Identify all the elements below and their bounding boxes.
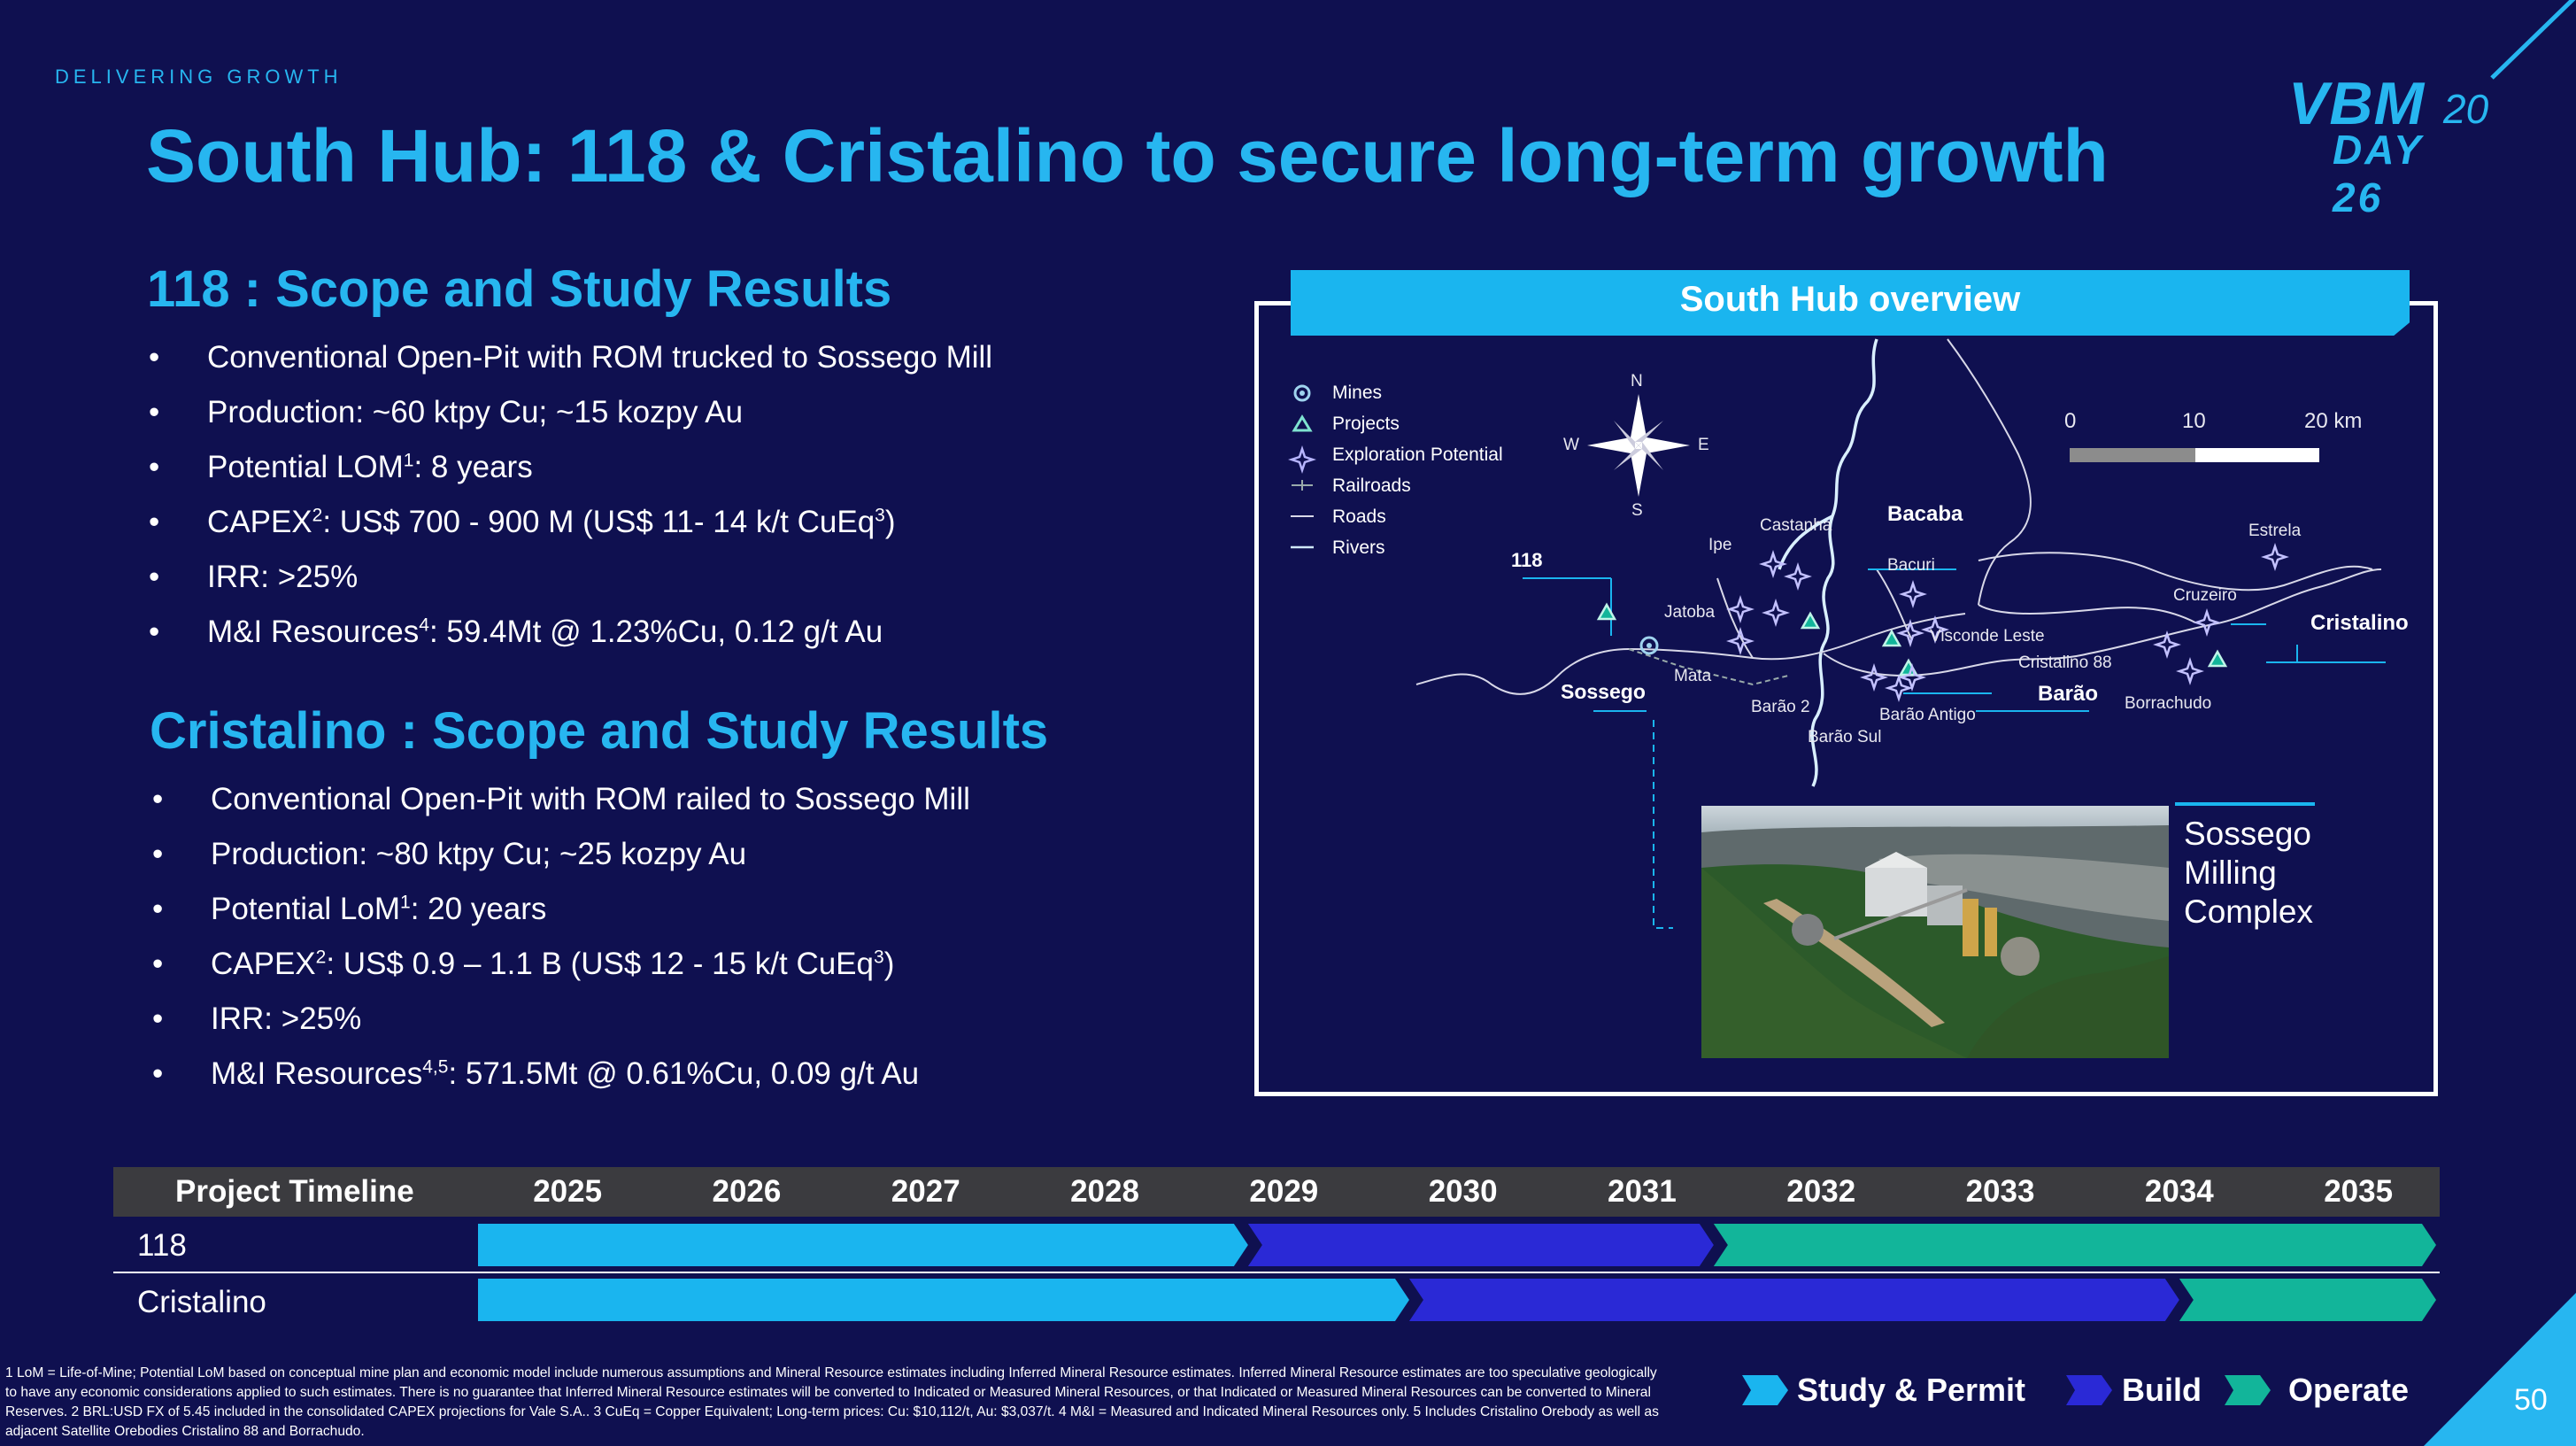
bullet-item: • M&I Resources4,5: 571.5Mt @ 0.61%Cu, 0.… xyxy=(152,1056,920,1091)
page-title: South Hub: 118 & Cristalino to secure lo… xyxy=(146,114,2109,197)
overview-banner xyxy=(1291,270,2410,336)
bullet-item: • IRR: >25% xyxy=(152,1001,362,1036)
timeline-year-2032: 2032 xyxy=(1786,1174,1856,1209)
place-sossego: Sossego xyxy=(1561,680,1646,703)
logo-vbm-text: VBM xyxy=(2288,70,2426,137)
timeline-bar-118-build xyxy=(1247,1224,1714,1266)
map-railroad xyxy=(1628,648,1789,686)
compass-w: W xyxy=(1563,436,1579,454)
compass-s: S xyxy=(1631,501,1643,520)
bullet-item: • Potential LoM1: 20 years xyxy=(152,892,547,926)
bullet-item: • Production: ~80 ktpy Cu; ~25 kozpy Au xyxy=(152,837,747,871)
compass-e: E xyxy=(1698,436,1709,454)
key-build-swatch xyxy=(2066,1375,2112,1405)
map-roads xyxy=(1415,338,2382,695)
map-rivers xyxy=(1778,338,1878,787)
timeline-year-2033: 2033 xyxy=(1965,1174,2035,1209)
place-borrachudo: Borrachudo xyxy=(2125,694,2212,713)
key-operate-label: Operate xyxy=(2288,1372,2410,1408)
map-legend-symbols xyxy=(1288,384,1316,549)
place-barao-antigo: Barão Antigo xyxy=(1879,706,1976,724)
map-project-markers xyxy=(1596,602,2228,677)
footnote-text: 1 LoM = Life-of-Mine; Potential LoM base… xyxy=(5,1365,1659,1439)
timeline-year-2029: 2029 xyxy=(1249,1174,1319,1209)
scale-0: 0 xyxy=(2064,409,2077,433)
place-cristalino-88: Cristalino 88 xyxy=(2018,653,2112,672)
section-118-bullets: • Conventional Open-Pit with ROM trucked … xyxy=(149,338,993,668)
logo-day-text: DAY 26 xyxy=(2333,127,2423,220)
sossego-mill-photo xyxy=(1701,806,2169,1058)
place-118: 118 xyxy=(1511,549,1543,571)
map-callout-lines xyxy=(1523,568,2386,929)
place-castanha: Castanha xyxy=(1760,516,1832,535)
section-kicker: DELIVERING GROWTH xyxy=(55,66,343,88)
bullet-item: • M&I Resources4: 59.4Mt @ 1.23%Cu, 0.12 … xyxy=(149,615,883,649)
key-study-swatch xyxy=(1742,1375,1788,1405)
scale-bar xyxy=(2070,448,2319,462)
timeline-header-bar xyxy=(113,1167,2440,1217)
map-mine-markers xyxy=(1639,636,1659,655)
place-visconde-leste: Visconde Leste xyxy=(1930,627,2045,646)
timeline-year-2034: 2034 xyxy=(2144,1174,2214,1209)
key-study-label: Study & Permit xyxy=(1797,1372,2026,1408)
place-barao: Barão xyxy=(2038,682,2099,706)
bullet-item: • Conventional Open-Pit with ROM trucked … xyxy=(149,340,993,375)
bullet-item: • CAPEX2: US$ 0.9 – 1.1 B (US$ 12 - 15 k/… xyxy=(152,947,895,981)
timeline-bar-118-operate xyxy=(1713,1224,2436,1266)
bullet-item: • IRR: >25% xyxy=(149,560,359,594)
key-build-label: Build xyxy=(2122,1372,2202,1408)
compass-rose-icon xyxy=(1587,394,1690,497)
place-estrela: Estrela xyxy=(2248,522,2302,540)
section-cristalino-heading: Cristalino : Scope and Study Results xyxy=(150,702,1049,760)
timeline-year-2035: 2035 xyxy=(2324,1174,2394,1209)
timeline-bar-cristalino-study xyxy=(478,1279,1409,1321)
place-barao-2: Barão 2 xyxy=(1751,698,1810,716)
map-exploration-markers xyxy=(1726,543,2289,702)
timeline-header-label: Project Timeline xyxy=(175,1174,414,1209)
scale-10: 10 xyxy=(2182,409,2206,433)
legend-railroads-label: Railroads xyxy=(1332,476,1411,496)
section-118-heading: 118 : Scope and Study Results xyxy=(147,260,892,318)
place-jatoba: Jatoba xyxy=(1664,603,1716,622)
place-cristalino: Cristalino xyxy=(2310,611,2409,635)
legend-projects-label: Projects xyxy=(1332,414,1400,434)
timeline-year-2027: 2027 xyxy=(891,1174,960,1209)
bullet-item: • Production: ~60 ktpy Cu; ~15 kozpy Au xyxy=(149,395,744,429)
timeline-year-2031: 2031 xyxy=(1608,1174,1677,1209)
legend-mines-label: Mines xyxy=(1332,383,1383,403)
place-cruzeiro: Cruzeiro xyxy=(2173,586,2237,605)
south-hub-map xyxy=(1288,338,2386,929)
place-bacaba: Bacaba xyxy=(1887,502,1963,526)
overview-title: South Hub overview xyxy=(1679,280,2021,319)
photo-caption: Sossego Milling Complex xyxy=(2184,816,2313,930)
place-ipe: Ipe xyxy=(1708,536,1732,554)
timeline-year-2028: 2028 xyxy=(1070,1174,1139,1209)
bullet-item: • Conventional Open-Pit with ROM railed t… xyxy=(152,782,970,816)
logo-20-text: 20 xyxy=(2443,86,2489,132)
timeline-year-2025: 2025 xyxy=(533,1174,603,1209)
legend-rivers-label: Rivers xyxy=(1332,537,1385,558)
timeline-year-2026: 2026 xyxy=(712,1174,782,1209)
legend-roads-label: Roads xyxy=(1332,506,1386,527)
timeline-bar-cristalino-build xyxy=(1408,1279,2179,1321)
bullet-item: • Potential LOM1: 8 years xyxy=(149,450,533,484)
page-number: 50 xyxy=(2514,1383,2548,1417)
scale-20: 20 km xyxy=(2304,409,2363,433)
bullet-item: • CAPEX2: US$ 700 - 900 M (US$ 11- 14 k/t… xyxy=(149,505,896,539)
timeline-bar-cristalino-operate xyxy=(2179,1279,2436,1321)
place-bacuri: Bacuri xyxy=(1887,556,1935,575)
timeline-row-118-label: 118 xyxy=(137,1228,187,1263)
timeline-year-2030: 2030 xyxy=(1428,1174,1498,1209)
timeline-row-divider xyxy=(113,1272,2440,1273)
section-cristalino-bullets: • Conventional Open-Pit with ROM railed t… xyxy=(152,780,970,1110)
place-barao-sul: Barão Sul xyxy=(1808,728,1882,746)
place-mata: Mata xyxy=(1674,667,1712,685)
timeline-bar-118-study xyxy=(478,1224,1248,1266)
compass-n: N xyxy=(1631,372,1643,390)
legend-exploration-label: Exploration Potential xyxy=(1332,445,1503,465)
photo-caption-rule xyxy=(2175,802,2315,806)
timeline-row-cristalino-label: Cristalino xyxy=(137,1285,266,1319)
key-operate-swatch xyxy=(2225,1375,2271,1405)
